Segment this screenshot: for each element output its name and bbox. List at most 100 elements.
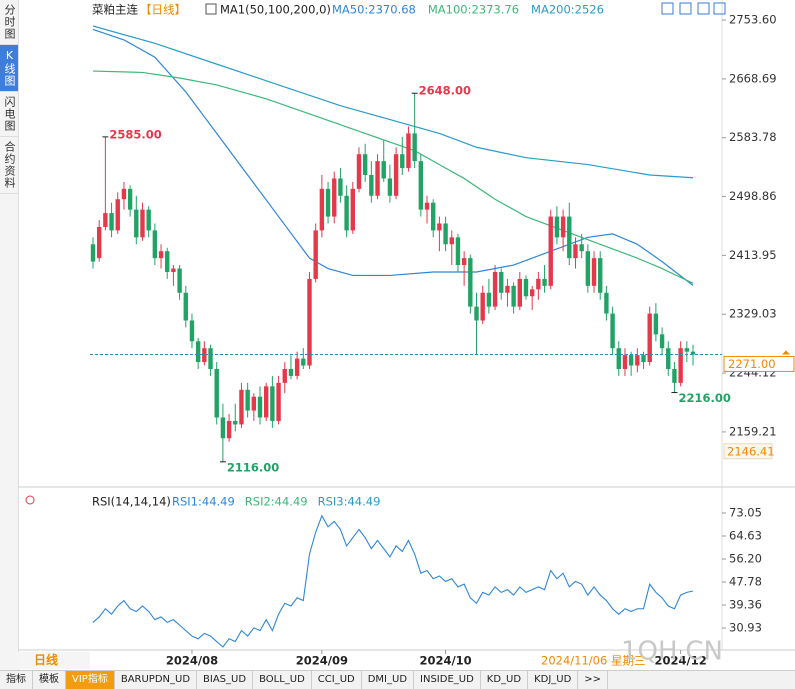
last-price-box (723, 355, 795, 372)
candle-body (239, 389, 244, 425)
candle-body (412, 133, 417, 162)
indicator: MA1(50,100,200,0) (220, 3, 331, 17)
candle-body (171, 268, 176, 272)
candle-body (610, 313, 615, 349)
ma-line (92, 25, 694, 179)
candle-body (486, 292, 492, 307)
candle-body (103, 213, 108, 227)
candle-body (282, 368, 287, 383)
sidebar-tab[interactable]: 闪电图 (0, 92, 18, 137)
ma-line (92, 70, 694, 284)
toolbar: 指标 模板 VIP指标 BARUPDN_UD BIAS_UD BOLL_UD CCI_UD D… (0, 670, 795, 689)
candle-body (270, 386, 275, 421)
toolbar-tab[interactable]: KD_UD (481, 671, 529, 689)
sidebar-tab[interactable]: 分时图 (0, 0, 18, 45)
candle-body (455, 237, 461, 266)
x-tick-label: 2024/12 (655, 654, 707, 668)
candle-body (468, 258, 473, 307)
toolbar-tab[interactable]: BOLL_UD (253, 671, 312, 689)
candle-body (109, 213, 114, 231)
background (19, 0, 795, 670)
toolbar-tab[interactable]: 指标 (0, 671, 33, 689)
candle-body (604, 292, 609, 314)
sidebar: 分时图 K线图 闪电图 合约资料 (0, 0, 19, 670)
toolbar-tab[interactable]: 模板 (33, 671, 66, 689)
candle-body (585, 251, 591, 286)
candle-body (233, 420, 238, 425)
y-tick-label: 64.63 (729, 528, 762, 542)
candle-body (134, 209, 139, 238)
candle-body (573, 244, 578, 259)
candle-body (437, 223, 442, 231)
candle-body (529, 289, 535, 297)
rsi-icon[interactable] (25, 495, 35, 505)
last-price-arrow (782, 350, 790, 355)
x-tick-label: 2024/08 (166, 654, 218, 668)
candle-body (499, 271, 504, 293)
sidebar-tab[interactable]: 合约资料 (0, 137, 18, 194)
candle-body (362, 154, 368, 175)
toolbar-tab[interactable]: KDJ_UD (528, 671, 579, 689)
candle-body (684, 348, 690, 352)
sidebar-tab[interactable]: K线图 (0, 45, 18, 92)
candle-body (325, 188, 331, 217)
candle-body (344, 195, 349, 231)
candle-body (115, 199, 120, 231)
candle-body (387, 178, 393, 196)
candle-body (195, 341, 201, 363)
candle-body (90, 244, 96, 262)
candle-body (511, 285, 516, 307)
y-tick-label: 2413.95 (729, 248, 777, 262)
candle-body (208, 348, 213, 369)
candle-body (381, 161, 386, 179)
candle-body (647, 313, 652, 363)
candle-body (560, 216, 566, 238)
candle-body (628, 355, 634, 366)
icon[interactable] (661, 2, 674, 15)
x-tick-label: 2024/09 (296, 654, 348, 668)
period-button[interactable]: 日线 (18, 652, 90, 669)
candle-body (288, 368, 294, 376)
candle-body (641, 355, 646, 363)
y-tick-label: 2753.60 (729, 13, 777, 27)
candle-body (121, 188, 127, 200)
candle-body (251, 396, 257, 411)
symbol: 菜粕主连 (92, 3, 138, 17)
y-tick-label: 2498.86 (729, 189, 777, 203)
ma-line (92, 28, 694, 286)
level-box (723, 443, 773, 460)
toolbar-tab[interactable]: BIAS_UD (197, 671, 254, 689)
icon[interactable] (697, 2, 710, 15)
legend-entry: MA50:2370.68 (332, 3, 416, 17)
candle-body (461, 258, 467, 266)
toolbar-tab[interactable]: CCI_UD (312, 671, 362, 689)
candle-body (517, 278, 523, 307)
candle-body (474, 306, 479, 321)
rsi-line (92, 514, 694, 648)
icon[interactable] (713, 2, 726, 15)
icon[interactable] (679, 2, 692, 15)
candle-body (350, 188, 355, 231)
candle-body (177, 268, 182, 293)
annotation: 2648.00 (419, 84, 471, 98)
toolbar-tab[interactable]: BARUPDN_UD (115, 671, 198, 689)
candle-body (393, 154, 399, 196)
toolbar-tab[interactable]: INSIDE_UD (414, 671, 481, 689)
candle-body (307, 278, 312, 366)
watermark: 1QH.CN (621, 637, 723, 667)
candle-body (635, 355, 640, 366)
candle-body (319, 188, 325, 231)
toolbar-tab[interactable]: VIP指标 (66, 671, 115, 689)
cursor-date: 2024/11/06 星期三 (541, 654, 645, 668)
indicator-icon[interactable] (205, 3, 217, 15)
toolbar-tab[interactable]: DMI_UD (362, 671, 415, 689)
candle-body (418, 161, 424, 210)
candle-body (369, 174, 374, 196)
y-tick-label: 30.93 (729, 621, 762, 635)
candle-body (189, 320, 195, 342)
candle-body (165, 251, 170, 272)
candle-body (598, 258, 603, 293)
toolbar-tab[interactable]: >> (578, 671, 609, 689)
candle-body (276, 382, 281, 421)
